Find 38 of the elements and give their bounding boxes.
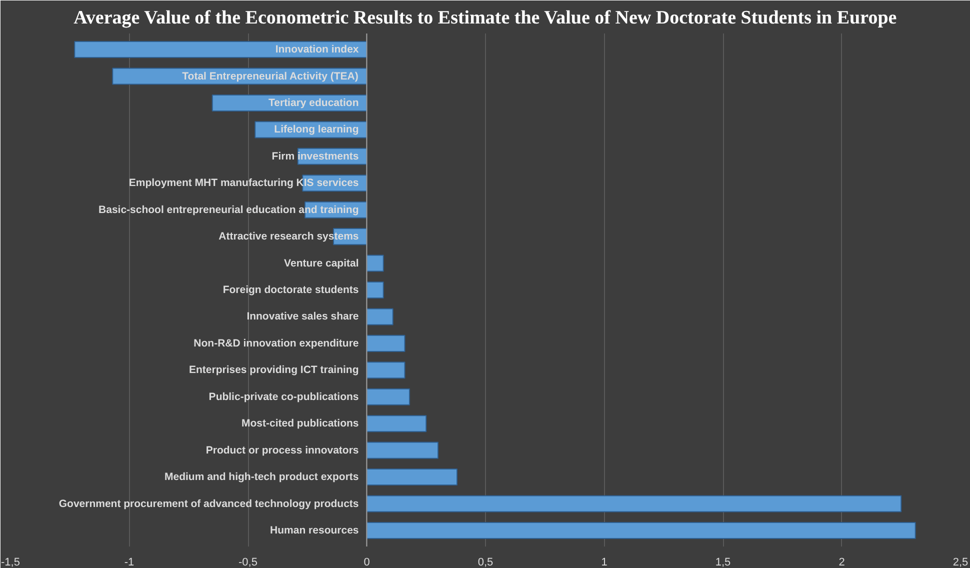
bar xyxy=(366,442,438,459)
y-tick-label: Product or process innovators xyxy=(206,444,359,456)
y-tick-label: Tertiary education xyxy=(268,96,359,109)
x-tick-label: 1,5 xyxy=(715,556,731,568)
bar xyxy=(366,388,410,406)
x-tick-label: 0,5 xyxy=(478,556,494,568)
chart-title: Average Value of the Econometric Results to Estimate the Value of New Doctorate Students in Europe xyxy=(74,8,897,28)
x-tick-label: -0,5 xyxy=(238,556,258,568)
y-tick-label: Government procurement of advanced technology products xyxy=(58,498,359,510)
y-tick-label: Foreign doctorate students xyxy=(222,284,359,296)
bar xyxy=(74,41,368,58)
bar xyxy=(366,308,394,326)
y-tick-label: Innovation index xyxy=(275,44,359,56)
bar xyxy=(366,281,384,299)
x-tick-label: 0 xyxy=(364,556,370,568)
y-tick-label: Lifelong learning xyxy=(274,124,359,136)
y-tick-label: Firm investments xyxy=(272,150,359,162)
y-tick-label: Venture capital xyxy=(284,257,359,270)
x-tick-label: 1 xyxy=(601,556,608,568)
x-tick-label: -1,5 xyxy=(1,556,20,568)
x-tick-label: 2,5 xyxy=(952,556,968,568)
x-tick-label: 2 xyxy=(838,556,845,568)
bar xyxy=(366,415,427,432)
y-tick-label: Enterprises providing ICT training xyxy=(188,364,359,376)
y-tick-label: Public-private co-publications xyxy=(208,390,359,403)
y-tick-label: Most-cited publications xyxy=(241,418,359,430)
y-tick-label: Total Entrepreneurial Activity (TEA) xyxy=(182,70,358,82)
y-tick-label: Human resources xyxy=(270,524,359,536)
bar xyxy=(366,468,458,486)
y-tick-label: Medium and high-tech product exports xyxy=(164,471,359,484)
bar xyxy=(366,522,916,539)
x-tick-label: -1 xyxy=(124,556,134,568)
y-tick-label: Innovative sales share xyxy=(246,310,359,323)
bar xyxy=(366,254,384,272)
bar xyxy=(366,334,406,352)
y-tick-label: Non-R&D innovation expenditure xyxy=(194,337,359,350)
bar xyxy=(366,362,406,379)
bar xyxy=(366,495,902,512)
